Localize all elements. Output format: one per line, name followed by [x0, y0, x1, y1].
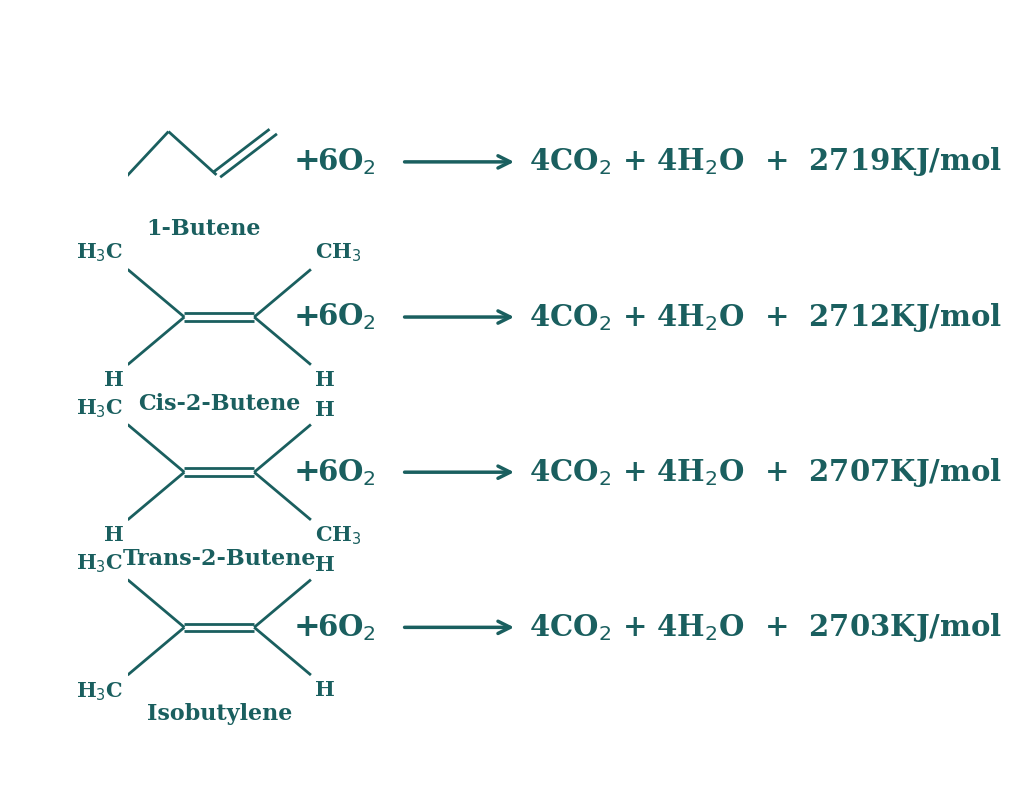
Text: Trans-2-Butene: Trans-2-Butene — [123, 548, 316, 570]
Text: 6O$_2$: 6O$_2$ — [316, 457, 376, 488]
Text: Cis-2-Butene: Cis-2-Butene — [138, 393, 300, 415]
Text: +: + — [293, 147, 319, 177]
Text: H$_3$C: H$_3$C — [76, 552, 124, 575]
Text: +: + — [293, 457, 319, 488]
Text: 6O$_2$: 6O$_2$ — [316, 147, 376, 177]
Text: H: H — [315, 400, 335, 420]
Text: H: H — [315, 555, 335, 575]
Text: H$_3$C: H$_3$C — [76, 242, 124, 264]
Text: 4CO$_2$ + 4H$_2$O  +  2707KJ/mol: 4CO$_2$ + 4H$_2$O + 2707KJ/mol — [528, 455, 1001, 488]
Text: H$_3$C: H$_3$C — [76, 680, 124, 703]
Text: H: H — [315, 370, 335, 390]
Text: 6O$_2$: 6O$_2$ — [316, 301, 376, 332]
Text: CH$_3$: CH$_3$ — [315, 242, 361, 264]
Text: Isobutylene: Isobutylene — [146, 703, 292, 725]
Text: H: H — [103, 525, 124, 545]
Text: 1-Butene: 1-Butene — [146, 218, 261, 240]
Text: H: H — [103, 370, 124, 390]
Text: 4CO$_2$ + 4H$_2$O  +  2712KJ/mol: 4CO$_2$ + 4H$_2$O + 2712KJ/mol — [528, 301, 1001, 334]
Text: 6O$_2$: 6O$_2$ — [316, 612, 376, 642]
Text: H: H — [315, 680, 335, 700]
Text: 4CO$_2$ + 4H$_2$O  +  2719KJ/mol: 4CO$_2$ + 4H$_2$O + 2719KJ/mol — [528, 145, 1001, 178]
Text: 4CO$_2$ + 4H$_2$O  +  2703KJ/mol: 4CO$_2$ + 4H$_2$O + 2703KJ/mol — [528, 611, 1001, 644]
Text: +: + — [293, 612, 319, 643]
Text: H$_3$C: H$_3$C — [76, 397, 124, 420]
Text: CH$_3$: CH$_3$ — [315, 525, 361, 547]
Text: +: + — [293, 301, 319, 333]
